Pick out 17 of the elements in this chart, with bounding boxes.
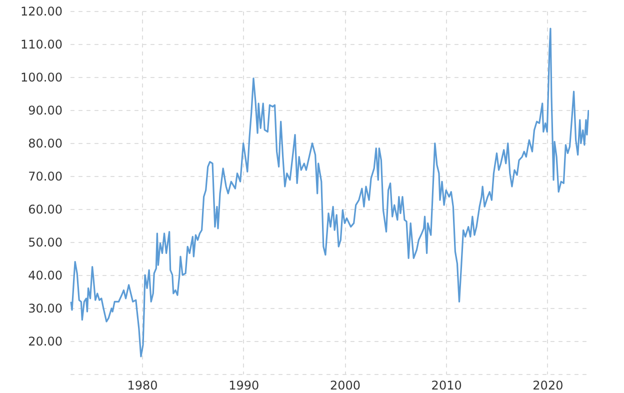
y-tick-label: 120.00 [20, 4, 62, 18]
y-tick-label: 50.00 [28, 236, 62, 250]
y-tick-label: 30.00 [28, 302, 62, 316]
x-tick-label: 2010 [431, 378, 462, 392]
x-tick-label: 1980 [127, 378, 158, 392]
y-tick-label: 110.00 [20, 38, 62, 52]
y-tick-label: 40.00 [28, 268, 62, 282]
y-tick-label: 20.00 [28, 334, 62, 348]
y-tick-label: 90.00 [28, 104, 62, 118]
x-tick-label: 2000 [330, 378, 360, 392]
y-tick-label: 100.00 [20, 70, 62, 84]
y-tick-label: 60.00 [28, 202, 62, 216]
line-series [70, 28, 589, 358]
x-tick-label: 2020 [532, 378, 564, 392]
x-tick-label: 1990 [228, 378, 260, 392]
y-tick-label: 70.00 [28, 170, 62, 184]
y-tick-label: 80.00 [28, 136, 62, 150]
